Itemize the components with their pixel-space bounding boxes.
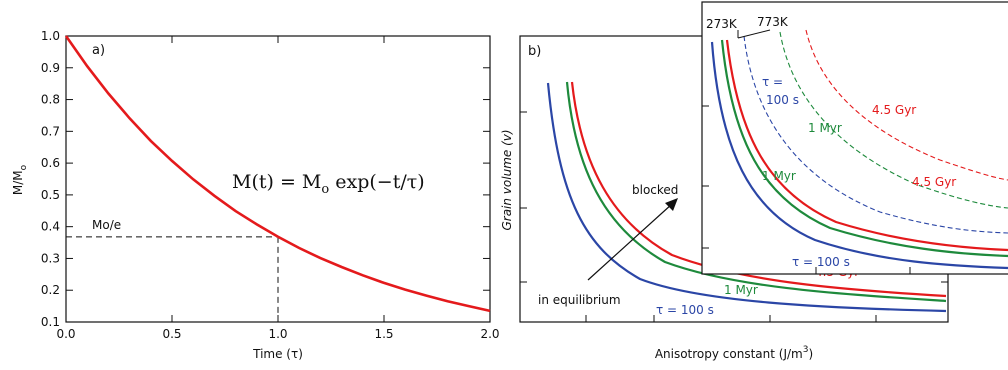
inset-curve-4-5gyr-273k [725, 39, 1008, 252]
panel-a-x-axis-title: Time (τ) [252, 347, 303, 361]
panel-b: b) blocked in equilibrium 4.5 Gyr 1 Myr … [500, 35, 949, 361]
inset-label-100s-773k: τ = [762, 75, 783, 89]
y-tick-label: 0.4 [41, 220, 60, 234]
inset-curve-100s-273k [710, 41, 1008, 270]
inset-frame [701, 1, 1008, 275]
inset-curve-1myr-773k [779, 31, 1008, 209]
inset-ticks [702, 105, 911, 274]
y-tick-label: 1.0 [41, 29, 60, 43]
panel-b-x-axis-title-end: ) [808, 347, 813, 361]
y-tick-label: 0.3 [41, 251, 60, 265]
temperature-773k: 773K [757, 15, 789, 29]
inset-label-4-5gyr-273k: 4.5 Gyr [912, 175, 956, 189]
panel-b-y-axis-title: Grain volume (v) [500, 129, 514, 230]
panel-b-x-axis-title-main: Anisotropy constant (J/m [655, 347, 803, 361]
temperature-273k: 273K [706, 17, 738, 31]
panel-a-y-ticks: 0.1 0.2 0.3 0.4 0.5 0.6 0.7 0.8 0.9 1.0 [41, 29, 490, 329]
inset-curve-4-5gyr-773k [805, 29, 1008, 181]
panel-b-x-axis-title: Anisotropy constant (J/m3) [655, 345, 813, 361]
panel-a: 0.0 0.5 1.0 1.5 2.0 0.1 0.2 0.3 0.4 0.5 0.6 0.7 0.8… [11, 29, 500, 361]
x-tick-label: 1.0 [268, 327, 287, 341]
panel-a-decay-curve [64, 35, 491, 313]
panel-b-x-axis-title-sup: 3 [803, 345, 809, 355]
arrow-head-icon [665, 198, 678, 211]
temperature-bracket-link [737, 29, 771, 39]
inset-curve-1myr-273k [720, 39, 1008, 258]
blocked-label: blocked [632, 183, 678, 197]
y-tick-label: 0.7 [41, 124, 60, 138]
legend-1myr: 1 Myr [724, 283, 758, 297]
panel-a-x-ticks: 0.0 0.5 1.0 1.5 2.0 [56, 36, 500, 341]
arrow-shaft [587, 203, 673, 281]
equilibrium-label: in equilibrium [538, 293, 621, 307]
inset-curve-100s-773k [743, 35, 1008, 234]
legend-100s: τ = 100 s [656, 303, 714, 317]
curve-100s [546, 82, 947, 313]
panel-a-y-axis-title: M/Mo [11, 164, 29, 195]
y-tick-label: 0.8 [41, 93, 60, 107]
y-tick-label: 0.5 [41, 188, 60, 202]
y-tick-label: 0.2 [41, 283, 60, 297]
x-tick-label: 0.5 [162, 327, 181, 341]
curve-1myr [565, 81, 947, 303]
panel-b-label: b) [528, 44, 541, 59]
x-tick-label: 0.0 [56, 327, 75, 341]
panel-a-y-axis-title-main: M/M [11, 170, 25, 195]
panel-b-ticks [520, 111, 948, 322]
equation-lhs: M(t) = M [232, 171, 321, 193]
panel-a-y-axis-title-sub: o [19, 164, 29, 170]
inset-label-1myr-773k: 1 Myr [808, 121, 842, 135]
inset-label-100s-273k: τ = 100 s [792, 255, 850, 269]
inset-label-4-5gyr-773k: 4.5 Gyr [872, 103, 916, 117]
inset-label-100s-773k-value: 100 s [766, 93, 799, 107]
equation: M(t) = Mo exp(−t/τ) [232, 171, 425, 197]
y-tick-label: 0.6 [41, 156, 60, 170]
y-tick-label: 0.1 [41, 315, 60, 329]
x-tick-label: 1.5 [374, 327, 393, 341]
curve-4-5gyr [570, 81, 947, 298]
inset: 273K 773K τ = 100 s 1 Myr 4.5 Gyr 1 Myr … [701, 1, 1008, 275]
inset-label-1myr-273k: 1 Myr [762, 169, 796, 183]
equation-rhs: exp(−t/τ) [329, 171, 424, 193]
equation-sub: o [321, 182, 329, 197]
panel-a-label: a) [92, 43, 105, 58]
x-tick-label: 2.0 [480, 327, 499, 341]
reference-label: Mo/e [92, 218, 121, 232]
y-tick-label: 0.9 [41, 61, 60, 75]
panel-a-reference-lines [66, 236, 279, 322]
